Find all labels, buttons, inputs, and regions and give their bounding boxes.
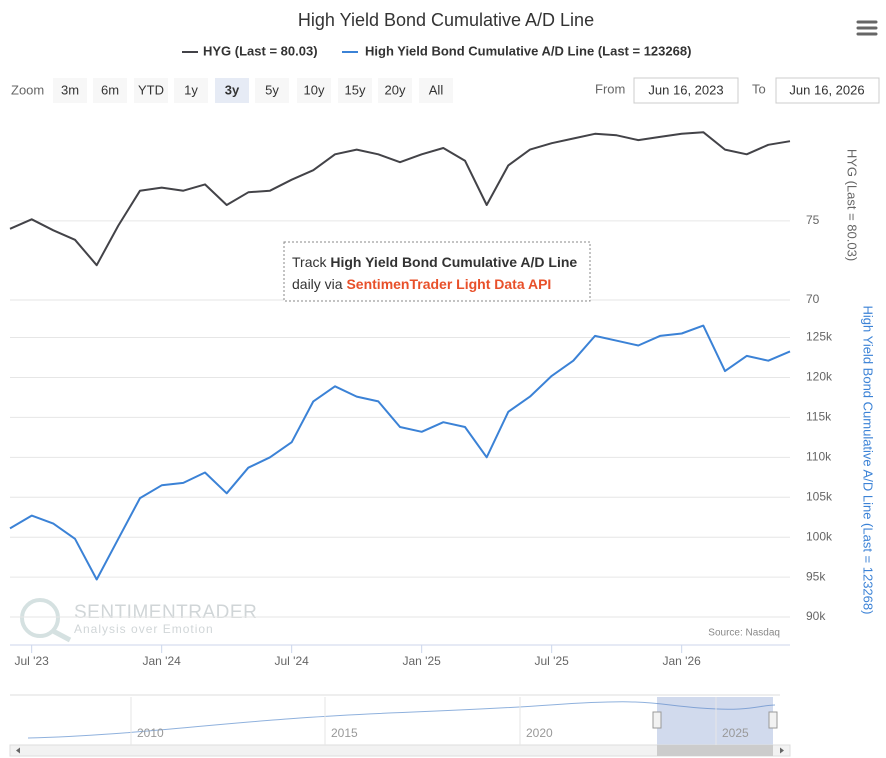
annotation-text: Track — [292, 254, 330, 270]
zoom-button-label[interactable]: 5y — [265, 82, 279, 97]
navigator-labels: 2010 2015 2020 2025 — [130, 697, 749, 745]
zoom-button-label[interactable]: All — [429, 82, 444, 97]
navigator-handle[interactable] — [768, 711, 778, 729]
plot-area: 70 75 HYG (Last = 80.03) 90k 95k 100k 105k 110k… — [9, 131, 876, 668]
zoom-button[interactable] — [215, 78, 249, 103]
navigator-label: 2025 — [722, 726, 749, 740]
credit: Source: Nasdaq — [708, 628, 780, 639]
zoom-button-label[interactable]: YTD — [138, 82, 164, 97]
watermark: SENTIMENTRADER Analysis over Emotion — [20, 598, 257, 643]
to-input[interactable] — [775, 77, 880, 104]
watermark-icon — [51, 628, 72, 643]
navigator-outline — [27, 701, 776, 739]
zoom-button-label[interactable]: 3m — [61, 82, 79, 97]
annotation-text: High Yield Bond Cumulative A/D Line — [330, 254, 577, 270]
scrollbar[interactable] — [9, 744, 791, 757]
zoom-button[interactable] — [255, 78, 289, 103]
y-tick-label: 110k — [806, 449, 832, 463]
annotation-text: daily via — [292, 276, 346, 292]
zoom-button[interactable] — [174, 78, 208, 103]
zoom-buttons: 3m 6m YTD 1y 3y 5y 10y 15y 20y All — [53, 78, 453, 103]
annotation-line: Track High Yield Bond Cumulative A/D Lin… — [292, 254, 577, 270]
from-value[interactable]: Jun 16, 2023 — [648, 82, 723, 97]
x-tick-label: Jul '24 — [275, 654, 310, 668]
series-line — [9, 324, 791, 581]
to-value[interactable]: Jun 16, 2026 — [789, 82, 864, 97]
zoom-button[interactable] — [93, 78, 127, 103]
watermark-icon — [20, 598, 60, 638]
x-tick-label: Jan '24 — [143, 654, 182, 668]
y-tick-label: 125k — [806, 330, 833, 344]
zoom-button-label[interactable]: 1y — [184, 82, 198, 97]
y-tick-label: 100k — [806, 529, 833, 543]
legend-item[interactable]: HYG (Last = 80.03) — [203, 43, 318, 58]
zoom-button[interactable] — [297, 78, 331, 103]
annotation-box — [283, 241, 591, 302]
from-input[interactable] — [633, 77, 739, 104]
zoom-button-label[interactable]: 6m — [101, 82, 119, 97]
menu-icon[interactable] — [856, 20, 878, 36]
from-label: From — [595, 81, 625, 96]
navigator-label: 2015 — [331, 726, 358, 740]
y-tick-label: 70 — [806, 292, 820, 306]
zoom-button-label[interactable]: 15y — [345, 82, 366, 97]
navigator-label: 2020 — [526, 726, 553, 740]
y-tick-label: 95k — [806, 569, 826, 583]
watermark-brand: SENTIMENTRADER — [74, 602, 257, 623]
navigator: 2010 2015 2020 2025 — [9, 694, 791, 757]
y-tick-label: 115k — [806, 410, 832, 424]
zoom-button[interactable] — [419, 78, 453, 103]
y-tick-label: 105k — [806, 489, 833, 503]
zoom-button-label[interactable]: 3y — [225, 82, 240, 97]
zoom-button[interactable] — [134, 78, 168, 103]
series-line — [9, 131, 791, 267]
zoom-label: Zoom — [11, 82, 44, 97]
navigator-handle[interactable] — [652, 711, 662, 729]
y-tick-label: 90k — [806, 609, 826, 623]
to-label: To — [752, 81, 766, 96]
scrollbar-thumb[interactable] — [657, 745, 773, 756]
zoom-button-label[interactable]: 10y — [304, 82, 325, 97]
x-tick-label: Jan '26 — [663, 654, 702, 668]
zoom-button[interactable] — [378, 78, 412, 103]
y-tick-label: 120k — [806, 370, 833, 384]
y-axis-title: HYG (Last = 80.03) — [845, 149, 860, 261]
y-axis-title: High Yield Bond Cumulative A/D Line (Las… — [861, 306, 876, 615]
chart-title: High Yield Bond Cumulative A/D Line — [298, 10, 594, 30]
navigator-label: 2010 — [137, 726, 164, 740]
watermark-tagline: Analysis over Emotion — [74, 622, 214, 636]
annotation-link[interactable]: SentimenTrader Light Data API — [346, 276, 551, 292]
zoom-button[interactable] — [338, 78, 372, 103]
x-tick-label: Jan '25 — [403, 654, 442, 668]
x-tick-label: Jul '23 — [15, 654, 50, 668]
zoom-button-label[interactable]: 20y — [385, 82, 406, 97]
x-tick-label: Jul '25 — [535, 654, 570, 668]
menu-button[interactable] — [854, 16, 880, 40]
annotation-line: daily via SentimenTrader Light Data API — [292, 276, 551, 292]
y-tick-label: 75 — [806, 213, 820, 227]
zoom-button[interactable] — [53, 78, 87, 103]
legend-item[interactable]: High Yield Bond Cumulative A/D Line (Las… — [365, 43, 691, 58]
navigator-mask[interactable] — [657, 697, 773, 745]
